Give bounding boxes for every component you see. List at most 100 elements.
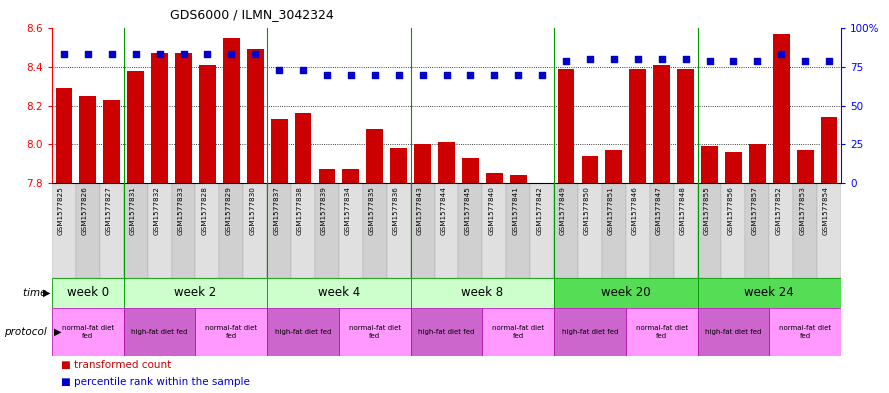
Text: week 0: week 0 [67, 286, 109, 299]
Bar [698, 308, 769, 356]
Point [224, 51, 238, 57]
Bar [722, 183, 745, 278]
Bar [339, 308, 411, 356]
Bar [698, 183, 722, 278]
Text: GSM1577831: GSM1577831 [130, 186, 136, 235]
Point [750, 57, 765, 64]
Point [535, 72, 549, 78]
Bar [821, 117, 837, 183]
Text: GSM1577833: GSM1577833 [178, 186, 183, 235]
Bar [151, 53, 168, 183]
Text: normal-fat diet
fed: normal-fat diet fed [348, 325, 401, 338]
Bar [294, 113, 311, 183]
Point [296, 67, 310, 73]
Text: high-fat diet fed: high-fat diet fed [705, 329, 762, 335]
Point [272, 67, 286, 73]
Bar [79, 96, 96, 183]
Bar [725, 152, 741, 183]
Text: GDS6000 / ILMN_3042324: GDS6000 / ILMN_3042324 [171, 8, 334, 21]
Text: normal-fat diet
fed: normal-fat diet fed [779, 325, 831, 338]
Point [200, 51, 214, 57]
Bar [797, 150, 813, 183]
Bar [387, 183, 411, 278]
Point [774, 51, 789, 57]
Text: GSM1577835: GSM1577835 [369, 186, 375, 235]
Bar [342, 169, 359, 183]
Text: GSM1577845: GSM1577845 [464, 186, 470, 235]
Text: high-fat diet fed: high-fat diet fed [275, 329, 332, 335]
Bar [220, 183, 244, 278]
Bar [650, 183, 674, 278]
Bar [318, 169, 335, 183]
Bar [626, 183, 650, 278]
Bar [124, 183, 148, 278]
Text: week 24: week 24 [744, 286, 794, 299]
Bar [653, 65, 670, 183]
Text: GSM1577848: GSM1577848 [679, 186, 685, 235]
Bar [172, 183, 196, 278]
Bar [769, 308, 841, 356]
Bar [52, 308, 124, 356]
Bar [626, 308, 698, 356]
Bar [435, 183, 459, 278]
Bar [175, 53, 192, 183]
Text: GSM1577842: GSM1577842 [536, 186, 542, 235]
Bar [148, 183, 172, 278]
Text: high-fat diet fed: high-fat diet fed [132, 329, 188, 335]
Text: protocol: protocol [4, 327, 50, 337]
Bar [554, 278, 698, 308]
Bar [390, 148, 407, 183]
Bar [223, 38, 240, 183]
Bar [76, 183, 100, 278]
Bar [581, 156, 598, 183]
Bar [339, 183, 363, 278]
Point [487, 72, 501, 78]
Text: GSM1577844: GSM1577844 [441, 186, 446, 235]
Bar [268, 308, 339, 356]
Bar [605, 150, 622, 183]
Bar [554, 308, 626, 356]
Text: GSM1577852: GSM1577852 [775, 186, 781, 235]
Point [320, 72, 334, 78]
Text: GSM1577843: GSM1577843 [417, 186, 422, 235]
Bar [268, 278, 411, 308]
Bar [52, 183, 76, 278]
Bar [674, 183, 698, 278]
Text: week 8: week 8 [461, 286, 503, 299]
Bar [749, 144, 765, 183]
Text: GSM1577850: GSM1577850 [584, 186, 590, 235]
Text: GSM1577853: GSM1577853 [799, 186, 805, 235]
Bar [459, 183, 483, 278]
Text: GSM1577839: GSM1577839 [321, 186, 327, 235]
Text: GSM1577829: GSM1577829 [225, 186, 231, 235]
Bar [268, 183, 291, 278]
Bar [506, 183, 530, 278]
Text: GSM1577830: GSM1577830 [249, 186, 255, 235]
Bar [769, 183, 793, 278]
Text: normal-fat diet
fed: normal-fat diet fed [493, 325, 544, 338]
Text: GSM1577849: GSM1577849 [560, 186, 566, 235]
Bar [411, 278, 554, 308]
Text: GSM1577851: GSM1577851 [608, 186, 614, 235]
Point [415, 72, 429, 78]
Bar [100, 183, 124, 278]
Text: normal-fat diet
fed: normal-fat diet fed [62, 325, 114, 338]
Point [463, 72, 477, 78]
Bar [271, 119, 287, 183]
Bar [196, 308, 268, 356]
Bar [817, 183, 841, 278]
Text: week 4: week 4 [317, 286, 360, 299]
Bar [486, 173, 502, 183]
Text: time: time [23, 288, 50, 298]
Bar [247, 49, 264, 183]
Text: GSM1577832: GSM1577832 [154, 186, 160, 235]
Point [607, 56, 621, 62]
Text: ■ percentile rank within the sample: ■ percentile rank within the sample [60, 377, 250, 387]
Text: GSM1577825: GSM1577825 [58, 186, 64, 235]
Text: ▶: ▶ [54, 327, 62, 337]
Bar [414, 144, 431, 183]
Bar [773, 34, 789, 183]
Text: week 2: week 2 [174, 286, 217, 299]
Bar [411, 183, 435, 278]
Text: GSM1577837: GSM1577837 [273, 186, 279, 235]
